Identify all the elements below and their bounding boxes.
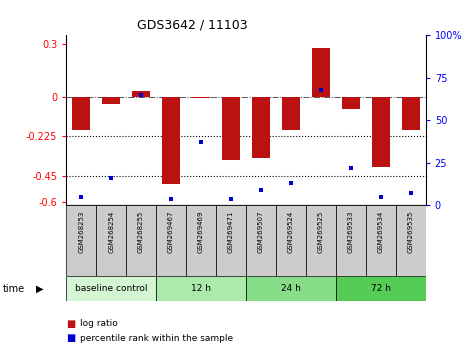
Bar xyxy=(192,97,210,98)
Bar xyxy=(312,48,330,97)
Bar xyxy=(156,276,246,301)
Point xyxy=(137,92,145,98)
Text: 72 h: 72 h xyxy=(371,284,391,293)
Point xyxy=(197,139,205,145)
Bar xyxy=(246,205,276,276)
Bar xyxy=(282,97,300,130)
Bar xyxy=(66,205,96,276)
Point xyxy=(407,190,414,196)
Text: percentile rank within the sample: percentile rank within the sample xyxy=(80,333,234,343)
Text: 12 h: 12 h xyxy=(191,284,211,293)
Point xyxy=(227,196,235,201)
Bar xyxy=(336,205,366,276)
Point xyxy=(317,87,324,93)
Bar xyxy=(276,205,306,276)
Text: GSM269534: GSM269534 xyxy=(378,211,384,253)
Point xyxy=(78,194,85,200)
Point xyxy=(107,175,115,181)
Text: time: time xyxy=(2,284,25,293)
Bar xyxy=(126,205,156,276)
Text: ■: ■ xyxy=(66,333,76,343)
Bar xyxy=(336,276,426,301)
Text: log ratio: log ratio xyxy=(80,319,118,329)
Bar xyxy=(216,205,246,276)
Bar xyxy=(156,205,186,276)
Text: GSM269471: GSM269471 xyxy=(228,211,234,253)
Text: GSM269525: GSM269525 xyxy=(318,211,324,253)
Point xyxy=(257,187,265,193)
Text: GSM269535: GSM269535 xyxy=(408,211,414,253)
Bar xyxy=(366,205,396,276)
Point xyxy=(347,165,355,171)
Bar xyxy=(372,97,390,167)
Bar xyxy=(342,97,360,109)
Text: GSM269507: GSM269507 xyxy=(258,211,264,253)
Bar xyxy=(252,97,270,158)
Text: GSM268254: GSM268254 xyxy=(108,211,114,253)
Bar xyxy=(402,97,420,130)
Bar xyxy=(222,97,240,160)
Text: ▶: ▶ xyxy=(35,284,43,293)
Point xyxy=(287,181,295,186)
Text: GSM269467: GSM269467 xyxy=(168,211,174,253)
Text: GSM268253: GSM268253 xyxy=(78,211,84,253)
Bar xyxy=(96,205,126,276)
Point xyxy=(167,196,175,201)
Bar xyxy=(162,97,180,184)
Text: baseline control: baseline control xyxy=(75,284,148,293)
Bar xyxy=(102,97,120,104)
Text: 24 h: 24 h xyxy=(281,284,301,293)
Text: GSM268255: GSM268255 xyxy=(138,211,144,253)
Bar xyxy=(66,276,156,301)
Bar xyxy=(72,97,90,130)
Bar xyxy=(132,91,150,97)
Bar xyxy=(396,205,426,276)
Text: GSM269469: GSM269469 xyxy=(198,211,204,253)
Point xyxy=(377,194,385,200)
Text: GSM269524: GSM269524 xyxy=(288,211,294,253)
Bar xyxy=(186,205,216,276)
Text: ■: ■ xyxy=(66,319,76,329)
Text: GSM269533: GSM269533 xyxy=(348,211,354,253)
Bar xyxy=(306,205,336,276)
Bar xyxy=(246,276,336,301)
Text: GDS3642 / 11103: GDS3642 / 11103 xyxy=(137,18,247,31)
